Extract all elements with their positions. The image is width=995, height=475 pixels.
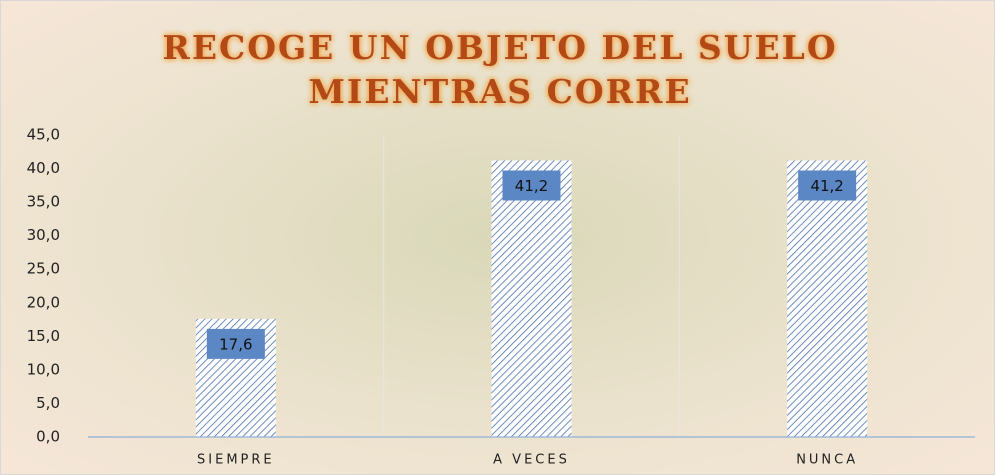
y-tick-label: 35,0: [27, 193, 60, 211]
x-tick-label: A VECES: [493, 453, 570, 468]
value-label: 41,2: [810, 177, 843, 195]
x-tick-label: NUNCA: [796, 453, 858, 468]
y-tick-label: 5,0: [36, 394, 60, 412]
bar: [787, 160, 868, 437]
y-tick-label: 25,0: [27, 260, 60, 278]
value-label: 41,2: [515, 177, 548, 195]
y-tick-label: 20,0: [27, 293, 60, 311]
value-label-box: [798, 170, 857, 201]
y-tick-label: 15,0: [27, 327, 60, 345]
x-tick-label: SIEMPRE: [197, 453, 275, 468]
y-tick-label: 45,0: [27, 126, 60, 144]
value-label-box: [206, 328, 265, 359]
value-label: 17,6: [219, 335, 252, 353]
bar: [491, 160, 572, 437]
y-tick-label: 40,0: [27, 159, 60, 177]
y-tick-label: 30,0: [27, 226, 60, 244]
chart-title: RECOGE UN OBJETO DEL SUELO: [162, 28, 837, 67]
chart-title: MIENTRAS CORRE: [308, 72, 691, 111]
y-tick-label: 0,0: [36, 428, 60, 446]
y-tick-label: 10,0: [27, 360, 60, 378]
value-label-box: [502, 170, 561, 201]
